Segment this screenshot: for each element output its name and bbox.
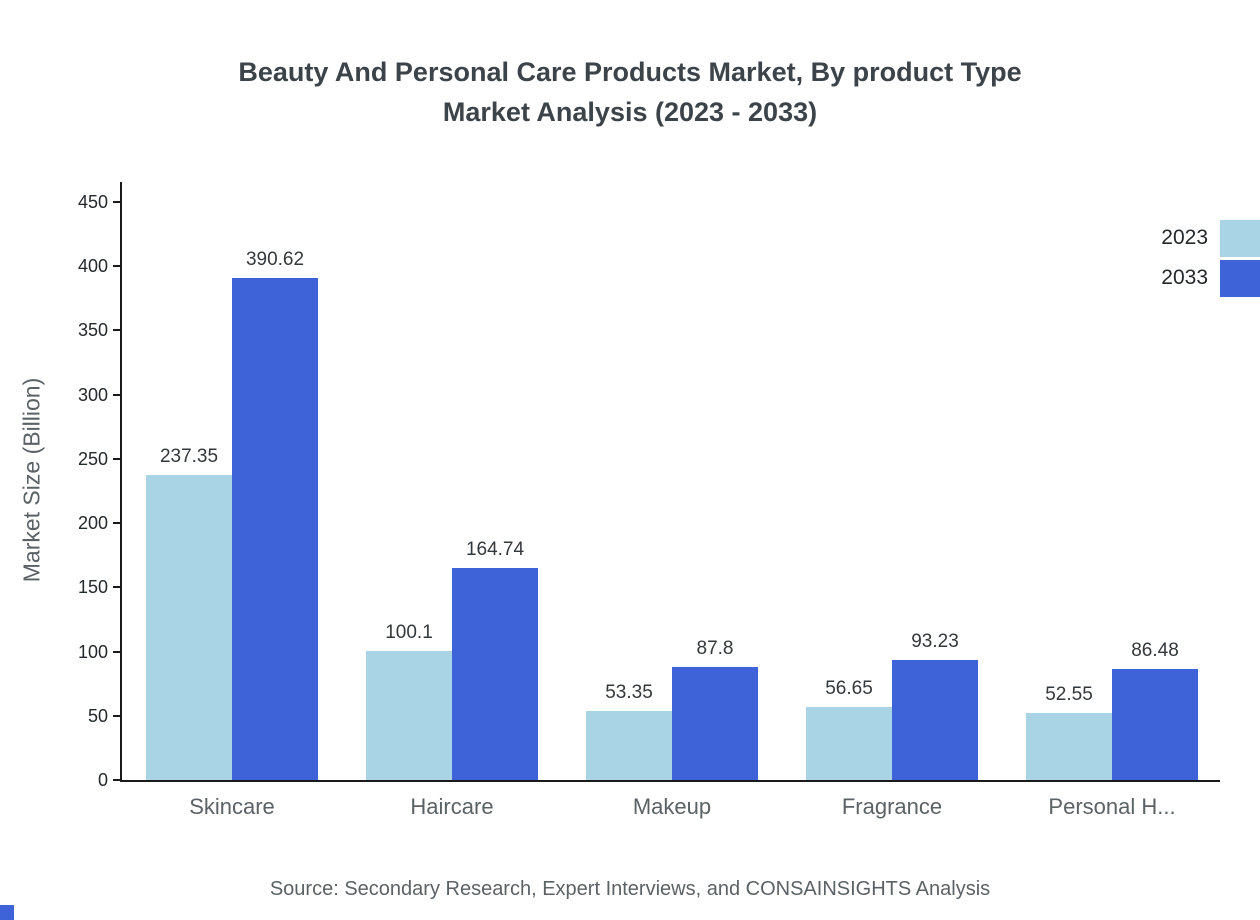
y-tick-mark — [113, 457, 120, 460]
legend: 2023 2033 — [1161, 218, 1260, 298]
x-category-label: Haircare — [410, 794, 494, 819]
bar-value-label: 93.23 — [911, 631, 959, 653]
plot-area: 0 50 100 150 200 250 300 350 400 450 237.35 390.62 S… — [78, 182, 1222, 819]
bar-group-makeup: 53.35 87.8 Makeup — [562, 182, 782, 819]
bar-value-label: 56.65 — [825, 678, 873, 700]
x-category-label: Fragrance — [841, 794, 943, 819]
y-tick-label: 200 — [77, 513, 108, 534]
bar-2033-haircare: 164.74 — [452, 539, 538, 780]
y-tick-mark — [113, 586, 120, 589]
bar-group-haircare: 100.1 164.74 Haircare — [342, 182, 562, 819]
y-tick-mark — [113, 714, 120, 717]
y-tick-mark — [113, 522, 120, 525]
bar-2033-personal-h: 86.48 — [1112, 640, 1198, 780]
bar-group-personal-h: 52.55 86.48 Personal H... — [1002, 182, 1222, 819]
x-category-label: Makeup — [632, 794, 712, 819]
bar-value-label: 390.62 — [245, 249, 305, 271]
bar-value-label: 87.8 — [696, 638, 734, 660]
bar-2023-makeup: 53.35 — [586, 682, 672, 780]
y-tick-label: 400 — [77, 256, 108, 277]
x-category-label: Skincare — [189, 794, 275, 819]
bar-value-label: 52.55 — [1045, 683, 1093, 705]
chart-title: Beauty And Personal Care Products Market… — [0, 52, 1260, 132]
y-tick-label: 450 — [77, 192, 108, 212]
y-tick-mark — [113, 265, 120, 268]
bar-2023-skincare: 237.35 — [146, 446, 232, 780]
x-category-label: Personal H... — [1048, 794, 1176, 819]
y-tick-mark — [113, 201, 120, 203]
bar-2023-fragrance: 56.65 — [806, 678, 892, 780]
bar-2033-skincare: 390.62 — [232, 249, 318, 780]
y-tick-mark — [113, 329, 120, 332]
y-tick-label: 50 — [87, 705, 108, 726]
y-tick-label: 300 — [77, 384, 108, 405]
bar-value-label: 164.74 — [465, 539, 525, 561]
y-tick-label: 0 — [97, 770, 108, 790]
y-tick-mark — [113, 393, 120, 396]
chart-title-line2: Market Analysis (2023 - 2033) — [442, 97, 818, 127]
y-axis-title: Market Size (Billion) — [18, 377, 45, 583]
y-tick-label: 100 — [77, 641, 108, 662]
y-tick-mark — [113, 779, 120, 781]
bar-2033-makeup: 87.8 — [672, 638, 758, 780]
bar-2023-personal-h: 52.55 — [1026, 684, 1112, 780]
bar-group-skincare: 237.35 390.62 Skincare — [122, 182, 342, 819]
bar-value-label: 100.1 — [385, 622, 433, 644]
bar-value-label: 53.35 — [605, 682, 653, 704]
legend-label: 2023 — [1161, 226, 1208, 249]
bar-value-label: 86.48 — [1131, 639, 1179, 661]
legend-swatch — [1220, 219, 1260, 257]
legend-item-2023: 2023 — [1161, 218, 1260, 258]
legend-label: 2033 — [1161, 266, 1208, 289]
bar-value-label: 237.35 — [159, 446, 219, 468]
source-note: Source: Secondary Research, Expert Inter… — [269, 878, 991, 900]
y-tick-label: 250 — [77, 448, 108, 469]
bar-2023-haircare: 100.1 — [366, 622, 452, 780]
bar-2033-fragrance: 93.23 — [892, 631, 978, 780]
legend-item-2033: 2033 — [1161, 258, 1260, 298]
y-tick-label: 350 — [77, 320, 108, 341]
y-tick-mark — [113, 650, 120, 653]
legend-swatch — [1220, 259, 1260, 297]
chart-title-line1: Beauty And Personal Care Products Market… — [238, 57, 1022, 87]
y-tick-label: 150 — [77, 577, 108, 598]
bar-group-fragrance: 56.65 93.23 Fragrance — [782, 182, 1002, 819]
logo-fragment — [0, 905, 14, 920]
